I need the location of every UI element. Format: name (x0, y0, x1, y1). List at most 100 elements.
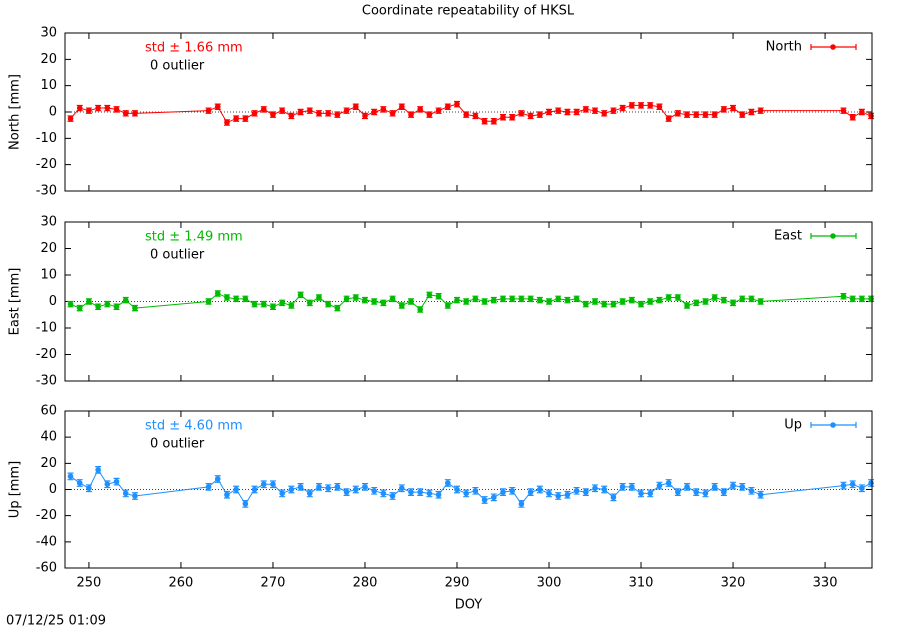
point (426, 292, 433, 298)
point (444, 103, 451, 110)
x-tick-label: 250 (77, 576, 102, 591)
point (444, 480, 451, 486)
point (306, 107, 313, 114)
point (306, 490, 313, 497)
x-tick-label: 280 (353, 576, 378, 591)
point (270, 481, 276, 488)
point (316, 110, 322, 117)
point (527, 489, 534, 495)
point (463, 298, 469, 305)
point (868, 480, 874, 486)
point (840, 107, 847, 114)
x-tick-label: 270 (261, 576, 286, 591)
point (67, 473, 74, 480)
point (518, 296, 525, 302)
point (352, 294, 359, 301)
point (260, 481, 267, 488)
point (435, 491, 442, 498)
x-tick-label: 260 (169, 576, 194, 591)
point (316, 484, 322, 490)
point (638, 301, 644, 307)
point (711, 484, 718, 490)
point (67, 115, 74, 122)
point (546, 298, 552, 305)
point (656, 103, 663, 110)
point (270, 304, 276, 310)
point (757, 107, 764, 114)
x-axis-label: DOY (455, 598, 483, 613)
point (205, 298, 212, 305)
y-tick-label: -20 (36, 157, 57, 172)
point (601, 110, 608, 117)
point (702, 298, 709, 305)
point (132, 110, 138, 117)
y-tick-label: -20 (36, 347, 57, 362)
point (619, 484, 626, 490)
point (408, 111, 414, 118)
point (665, 480, 672, 486)
std-annotation: std ± 1.49 mm (145, 230, 243, 245)
point (739, 296, 746, 302)
point (693, 300, 700, 306)
legend-label: North (766, 40, 802, 55)
x-tick-label: 300 (537, 576, 562, 591)
point (371, 488, 377, 494)
point (537, 297, 543, 303)
legend-label: Up (784, 418, 802, 433)
point (435, 107, 442, 114)
point (334, 305, 341, 311)
point (454, 101, 460, 107)
y-tick-label: 0 (49, 105, 57, 120)
point (122, 110, 129, 117)
std-annotation: std ± 1.66 mm (145, 41, 243, 56)
legend-marker (830, 44, 836, 50)
point (343, 296, 350, 302)
point (546, 490, 552, 497)
point (362, 297, 368, 303)
y-tick-label: 0 (49, 482, 57, 497)
outlier-annotation: 0 outlier (150, 59, 205, 74)
point (362, 113, 368, 119)
point (132, 305, 138, 311)
point (380, 300, 387, 306)
point (592, 298, 598, 305)
y-tick-label: 0 (49, 294, 57, 309)
std-annotation: std ± 4.60 mm (145, 419, 243, 434)
point (537, 111, 543, 118)
y-axis-label: Up [mm] (8, 461, 23, 518)
plot-frame (64, 221, 873, 382)
y-tick-label: 20 (40, 456, 57, 471)
point (748, 109, 755, 115)
point (730, 105, 736, 111)
point (619, 298, 626, 305)
point (500, 114, 506, 121)
y-tick-label: -20 (36, 508, 57, 523)
y-tick-label: -10 (36, 131, 57, 146)
point (583, 489, 589, 495)
point (306, 300, 313, 306)
point (555, 296, 562, 302)
point (224, 491, 230, 498)
point (573, 109, 580, 115)
x-tick-label: 290 (445, 576, 470, 591)
point (739, 111, 746, 118)
point (684, 111, 690, 118)
point (638, 102, 644, 109)
y-tick-label: -10 (36, 321, 57, 336)
point (380, 106, 387, 113)
point (693, 489, 700, 495)
point (279, 490, 285, 497)
point (454, 486, 460, 493)
point (665, 294, 672, 301)
point (251, 486, 258, 493)
point (629, 297, 635, 303)
point (711, 111, 718, 118)
point (242, 296, 249, 302)
point (702, 111, 709, 118)
point (297, 109, 304, 115)
point (343, 107, 350, 114)
point (398, 103, 405, 110)
point (757, 491, 764, 498)
point (472, 488, 479, 494)
